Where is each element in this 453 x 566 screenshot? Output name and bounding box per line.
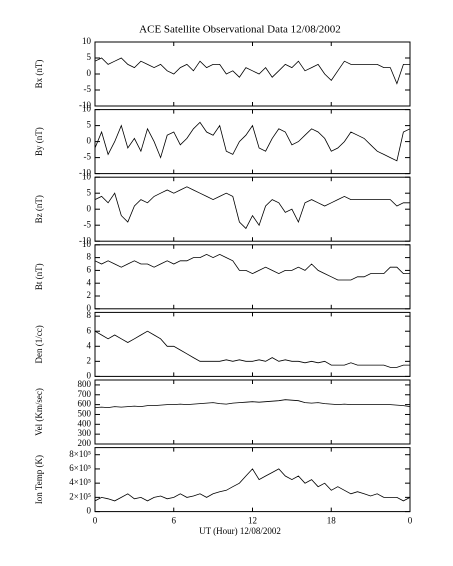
y-tick-label: 0 <box>87 506 92 516</box>
y-tick-label: -5 <box>84 152 92 162</box>
y-tick-label: 200 <box>78 438 92 448</box>
y-axis-label: Vel (Km/sec) <box>34 388 44 436</box>
y-tick-label: 2 <box>87 290 92 300</box>
y-tick-label: 0 <box>87 68 92 78</box>
data-line <box>94 121 411 162</box>
y-tick-label: -10 <box>79 235 91 245</box>
y-tick-label: 10 <box>82 36 92 46</box>
x-tick-label: 12 <box>248 516 257 526</box>
y-tick-label: 0 <box>87 303 92 313</box>
x-tick-label: 0 <box>93 516 98 526</box>
y-tick-label: 6 <box>87 325 92 335</box>
y-tick-label: 4 <box>87 277 92 287</box>
y-axis-label: Bt (nT) <box>34 263 44 290</box>
y-tick-label: 0 <box>87 370 92 380</box>
y-tick-label: 5 <box>87 120 92 130</box>
y-tick-label: 800 <box>78 379 92 389</box>
data-line <box>94 399 411 409</box>
y-tick-label: 2 <box>87 355 92 365</box>
y-tick-label: 4×10⁵ <box>69 477 91 487</box>
y-tick-label: 8 <box>87 310 92 320</box>
y-axis-label: Ion Temp (K) <box>34 455 44 504</box>
y-tick-label: 10 <box>82 171 92 181</box>
y-tick-label: -10 <box>79 168 91 178</box>
y-axis-label: Den (1/cc) <box>34 325 44 363</box>
y-tick-label: -10 <box>79 100 91 110</box>
data-line <box>94 186 410 230</box>
y-tick-label: 5 <box>87 52 92 62</box>
y-axis-label: Bz (nT) <box>34 195 44 223</box>
x-tick-label: 18 <box>327 516 337 526</box>
y-axis-label: Bx (nT) <box>34 60 44 89</box>
y-tick-label: -5 <box>84 84 92 94</box>
y-tick-label: 600 <box>78 399 92 409</box>
y-tick-label: 8×10⁵ <box>69 449 91 459</box>
y-tick-label: 6×10⁵ <box>69 463 91 473</box>
data-line <box>94 330 410 368</box>
data-line <box>94 253 410 281</box>
data-line <box>94 57 410 85</box>
y-tick-label: 0 <box>87 203 92 213</box>
y-tick-label: 2×10⁵ <box>69 491 91 501</box>
y-tick-label: 10 <box>82 239 92 249</box>
x-axis-label: UT (Hour) 12/08/2002 <box>199 526 281 536</box>
y-tick-label: 0 <box>87 136 92 146</box>
y-tick-label: 6 <box>87 264 92 274</box>
y-tick-label: 400 <box>78 418 92 428</box>
y-tick-label: 5 <box>87 187 92 197</box>
y-tick-label: 300 <box>78 428 92 438</box>
y-tick-label: 500 <box>78 409 92 419</box>
chart-title: ACE Satellite Observational Data 12/08/2… <box>139 24 341 36</box>
y-tick-label: 4 <box>87 340 92 350</box>
y-tick-label: 10 <box>82 104 92 114</box>
x-tick-label: 0 <box>408 516 413 526</box>
data-line <box>94 468 411 502</box>
y-tick-label: 8 <box>87 252 92 262</box>
y-tick-label: 700 <box>78 389 92 399</box>
x-tick-label: 6 <box>172 516 177 526</box>
y-axis-label: By (nT) <box>34 127 44 156</box>
y-tick-label: -5 <box>84 219 92 229</box>
